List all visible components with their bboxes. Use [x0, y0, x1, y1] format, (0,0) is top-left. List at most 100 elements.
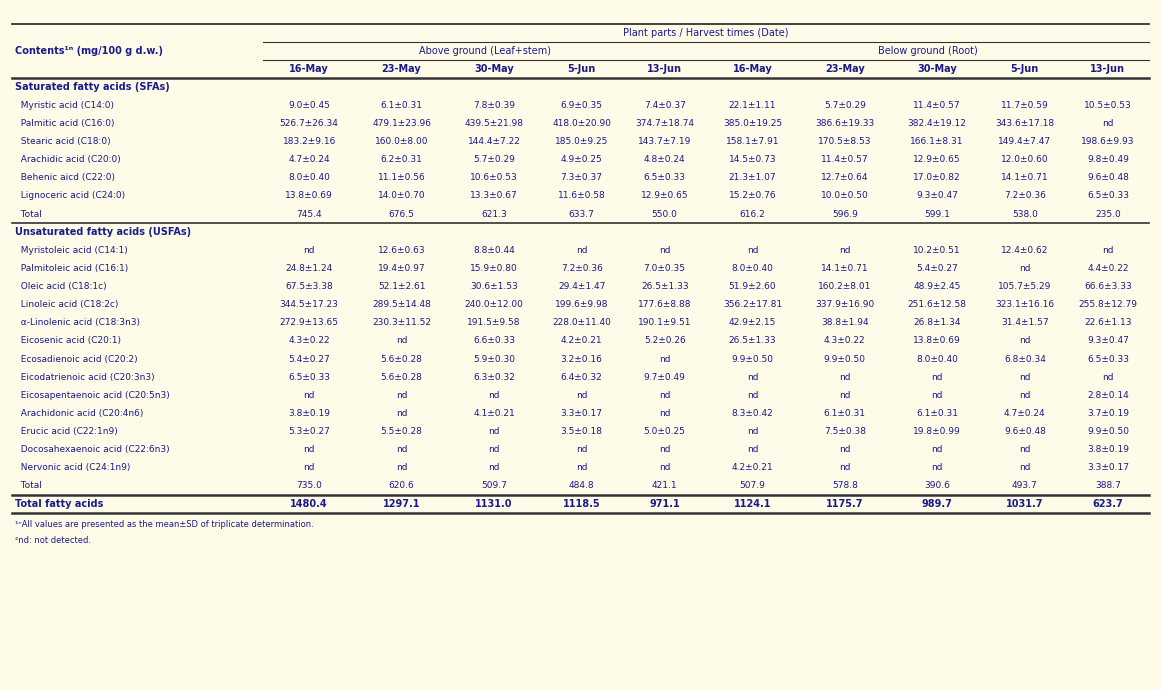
- Text: 323.1±16.16: 323.1±16.16: [995, 300, 1054, 309]
- Text: ¹ⁿAll values are presented as the mean±SD of triplicate determination.: ¹ⁿAll values are presented as the mean±S…: [15, 520, 313, 529]
- Text: 272.9±13.65: 272.9±13.65: [280, 318, 339, 327]
- Text: 616.2: 616.2: [740, 210, 765, 219]
- Text: 11.4±0.57: 11.4±0.57: [914, 101, 961, 110]
- Text: 578.8: 578.8: [831, 482, 858, 491]
- Text: nd: nd: [1102, 119, 1113, 128]
- Text: nd: nd: [839, 445, 851, 454]
- Text: 8.0±0.40: 8.0±0.40: [916, 355, 958, 364]
- Text: 14.0±0.70: 14.0±0.70: [377, 191, 425, 201]
- Text: 16-May: 16-May: [289, 64, 329, 74]
- Text: Saturated fatty acids (SFAs): Saturated fatty acids (SFAs): [15, 82, 170, 92]
- Text: 4.7±0.24: 4.7±0.24: [1004, 409, 1046, 418]
- Text: 382.4±19.12: 382.4±19.12: [908, 119, 967, 128]
- Text: 143.7±7.19: 143.7±7.19: [639, 137, 692, 146]
- Text: nd: nd: [1019, 337, 1031, 346]
- Text: 356.2±17.81: 356.2±17.81: [723, 300, 783, 309]
- Text: 22.1±1.11: 22.1±1.11: [729, 101, 777, 110]
- Text: nd: nd: [1102, 373, 1113, 382]
- Text: 4.9±0.25: 4.9±0.25: [561, 155, 603, 164]
- Text: α-Linolenic acid (C18:3n3): α-Linolenic acid (C18:3n3): [15, 318, 140, 327]
- Text: 3.8±0.19: 3.8±0.19: [1087, 445, 1128, 454]
- Text: 7.0±0.35: 7.0±0.35: [643, 264, 686, 273]
- Text: 19.8±0.99: 19.8±0.99: [914, 427, 961, 436]
- Text: 1131.0: 1131.0: [475, 499, 513, 509]
- Text: nd: nd: [839, 463, 851, 472]
- Text: 26.5±1.33: 26.5±1.33: [729, 337, 777, 346]
- Text: 8.3±0.42: 8.3±0.42: [731, 409, 773, 418]
- Text: 5.7±0.29: 5.7±0.29: [473, 155, 515, 164]
- Text: 479.1±23.96: 479.1±23.96: [372, 119, 431, 128]
- Text: 9.8±0.49: 9.8±0.49: [1087, 155, 1128, 164]
- Text: 177.6±8.88: 177.6±8.88: [637, 300, 692, 309]
- Text: 6.6±0.33: 6.6±0.33: [473, 337, 515, 346]
- Text: 9.0±0.45: 9.0±0.45: [288, 101, 330, 110]
- Text: 4.3±0.22: 4.3±0.22: [824, 337, 866, 346]
- Text: 160.0±8.00: 160.0±8.00: [375, 137, 428, 146]
- Text: 386.6±19.33: 386.6±19.33: [815, 119, 874, 128]
- Text: 38.8±1.94: 38.8±1.94: [821, 318, 868, 327]
- Text: 484.8: 484.8: [569, 482, 594, 491]
- Text: nd: nd: [659, 445, 670, 454]
- Text: nd: nd: [489, 427, 499, 436]
- Text: 9.3±0.47: 9.3±0.47: [1087, 337, 1128, 346]
- Text: 12.7±0.64: 12.7±0.64: [821, 173, 868, 182]
- Text: 1175.7: 1175.7: [825, 499, 864, 509]
- Text: 31.4±1.57: 31.4±1.57: [1001, 318, 1048, 327]
- Text: Erucic acid (C22:1n9): Erucic acid (C22:1n9): [15, 427, 117, 436]
- Text: Unsaturated fatty acids (USFAs): Unsaturated fatty acids (USFAs): [15, 227, 192, 237]
- Text: 13.8±0.69: 13.8±0.69: [286, 191, 333, 201]
- Text: 48.9±2.45: 48.9±2.45: [914, 282, 961, 291]
- Text: Nervonic acid (C24:1n9): Nervonic acid (C24:1n9): [15, 463, 130, 472]
- Text: nd: nd: [576, 445, 587, 454]
- Text: 191.5±9.58: 191.5±9.58: [467, 318, 521, 327]
- Text: nd: nd: [576, 246, 587, 255]
- Text: 6.8±0.34: 6.8±0.34: [1004, 355, 1046, 364]
- Text: 4.4±0.22: 4.4±0.22: [1087, 264, 1128, 273]
- Text: Arachidonic acid (C20:4n6): Arachidonic acid (C20:4n6): [15, 409, 144, 418]
- Text: 1118.5: 1118.5: [563, 499, 600, 509]
- Text: 12.0±0.60: 12.0±0.60: [1001, 155, 1048, 164]
- Text: 11.6±0.58: 11.6±0.58: [557, 191, 606, 201]
- Text: nd: nd: [931, 463, 943, 472]
- Text: nd: nd: [839, 373, 851, 382]
- Text: 13-Jun: 13-Jun: [1090, 64, 1125, 74]
- Text: nd: nd: [576, 391, 587, 400]
- Text: Eicodatrienoic acid (C20:3n3): Eicodatrienoic acid (C20:3n3): [15, 373, 154, 382]
- Text: 66.6±3.33: 66.6±3.33: [1084, 282, 1132, 291]
- Text: 633.7: 633.7: [569, 210, 594, 219]
- Text: 5.5±0.28: 5.5±0.28: [381, 427, 423, 436]
- Text: 12.9±0.65: 12.9±0.65: [641, 191, 688, 201]
- Text: 6.3±0.32: 6.3±0.32: [473, 373, 515, 382]
- Text: nd: nd: [1019, 445, 1031, 454]
- Text: nd: nd: [303, 445, 315, 454]
- Text: 3.8±0.19: 3.8±0.19: [288, 409, 330, 418]
- Text: 149.4±7.47: 149.4±7.47: [998, 137, 1052, 146]
- Text: Eicosenic acid (C20:1): Eicosenic acid (C20:1): [15, 337, 121, 346]
- Text: 255.8±12.79: 255.8±12.79: [1079, 300, 1138, 309]
- Text: 9.9±0.50: 9.9±0.50: [1087, 427, 1128, 436]
- Text: 183.2±9.16: 183.2±9.16: [282, 137, 336, 146]
- Text: nd: nd: [489, 445, 499, 454]
- Text: 550.0: 550.0: [651, 210, 678, 219]
- Text: 105.7±5.29: 105.7±5.29: [998, 282, 1052, 291]
- Text: nd: nd: [1102, 246, 1113, 255]
- Text: 509.7: 509.7: [481, 482, 507, 491]
- Text: nd: nd: [931, 373, 943, 382]
- Text: Total: Total: [15, 482, 42, 491]
- Text: 15.9±0.80: 15.9±0.80: [470, 264, 518, 273]
- Text: nd: nd: [1019, 391, 1031, 400]
- Text: 240.0±12.00: 240.0±12.00: [464, 300, 524, 309]
- Text: 5.3±0.27: 5.3±0.27: [288, 427, 330, 436]
- Text: 10.5±0.53: 10.5±0.53: [1084, 101, 1132, 110]
- Text: 21.3±1.07: 21.3±1.07: [729, 173, 777, 182]
- Text: 3.3±0.17: 3.3±0.17: [561, 409, 603, 418]
- Text: nd: nd: [839, 246, 851, 255]
- Text: 5.7±0.29: 5.7±0.29: [824, 101, 866, 110]
- Text: 52.1±2.61: 52.1±2.61: [377, 282, 425, 291]
- Text: Linoleic acid (C18:2c): Linoleic acid (C18:2c): [15, 300, 118, 309]
- Text: 2.8±0.14: 2.8±0.14: [1087, 391, 1128, 400]
- Text: 343.6±17.18: 343.6±17.18: [995, 119, 1054, 128]
- Text: Contents¹ⁿ (mg/100 g d.w.): Contents¹ⁿ (mg/100 g d.w.): [15, 46, 163, 56]
- Text: nd: nd: [659, 391, 670, 400]
- Text: nd: nd: [576, 463, 587, 472]
